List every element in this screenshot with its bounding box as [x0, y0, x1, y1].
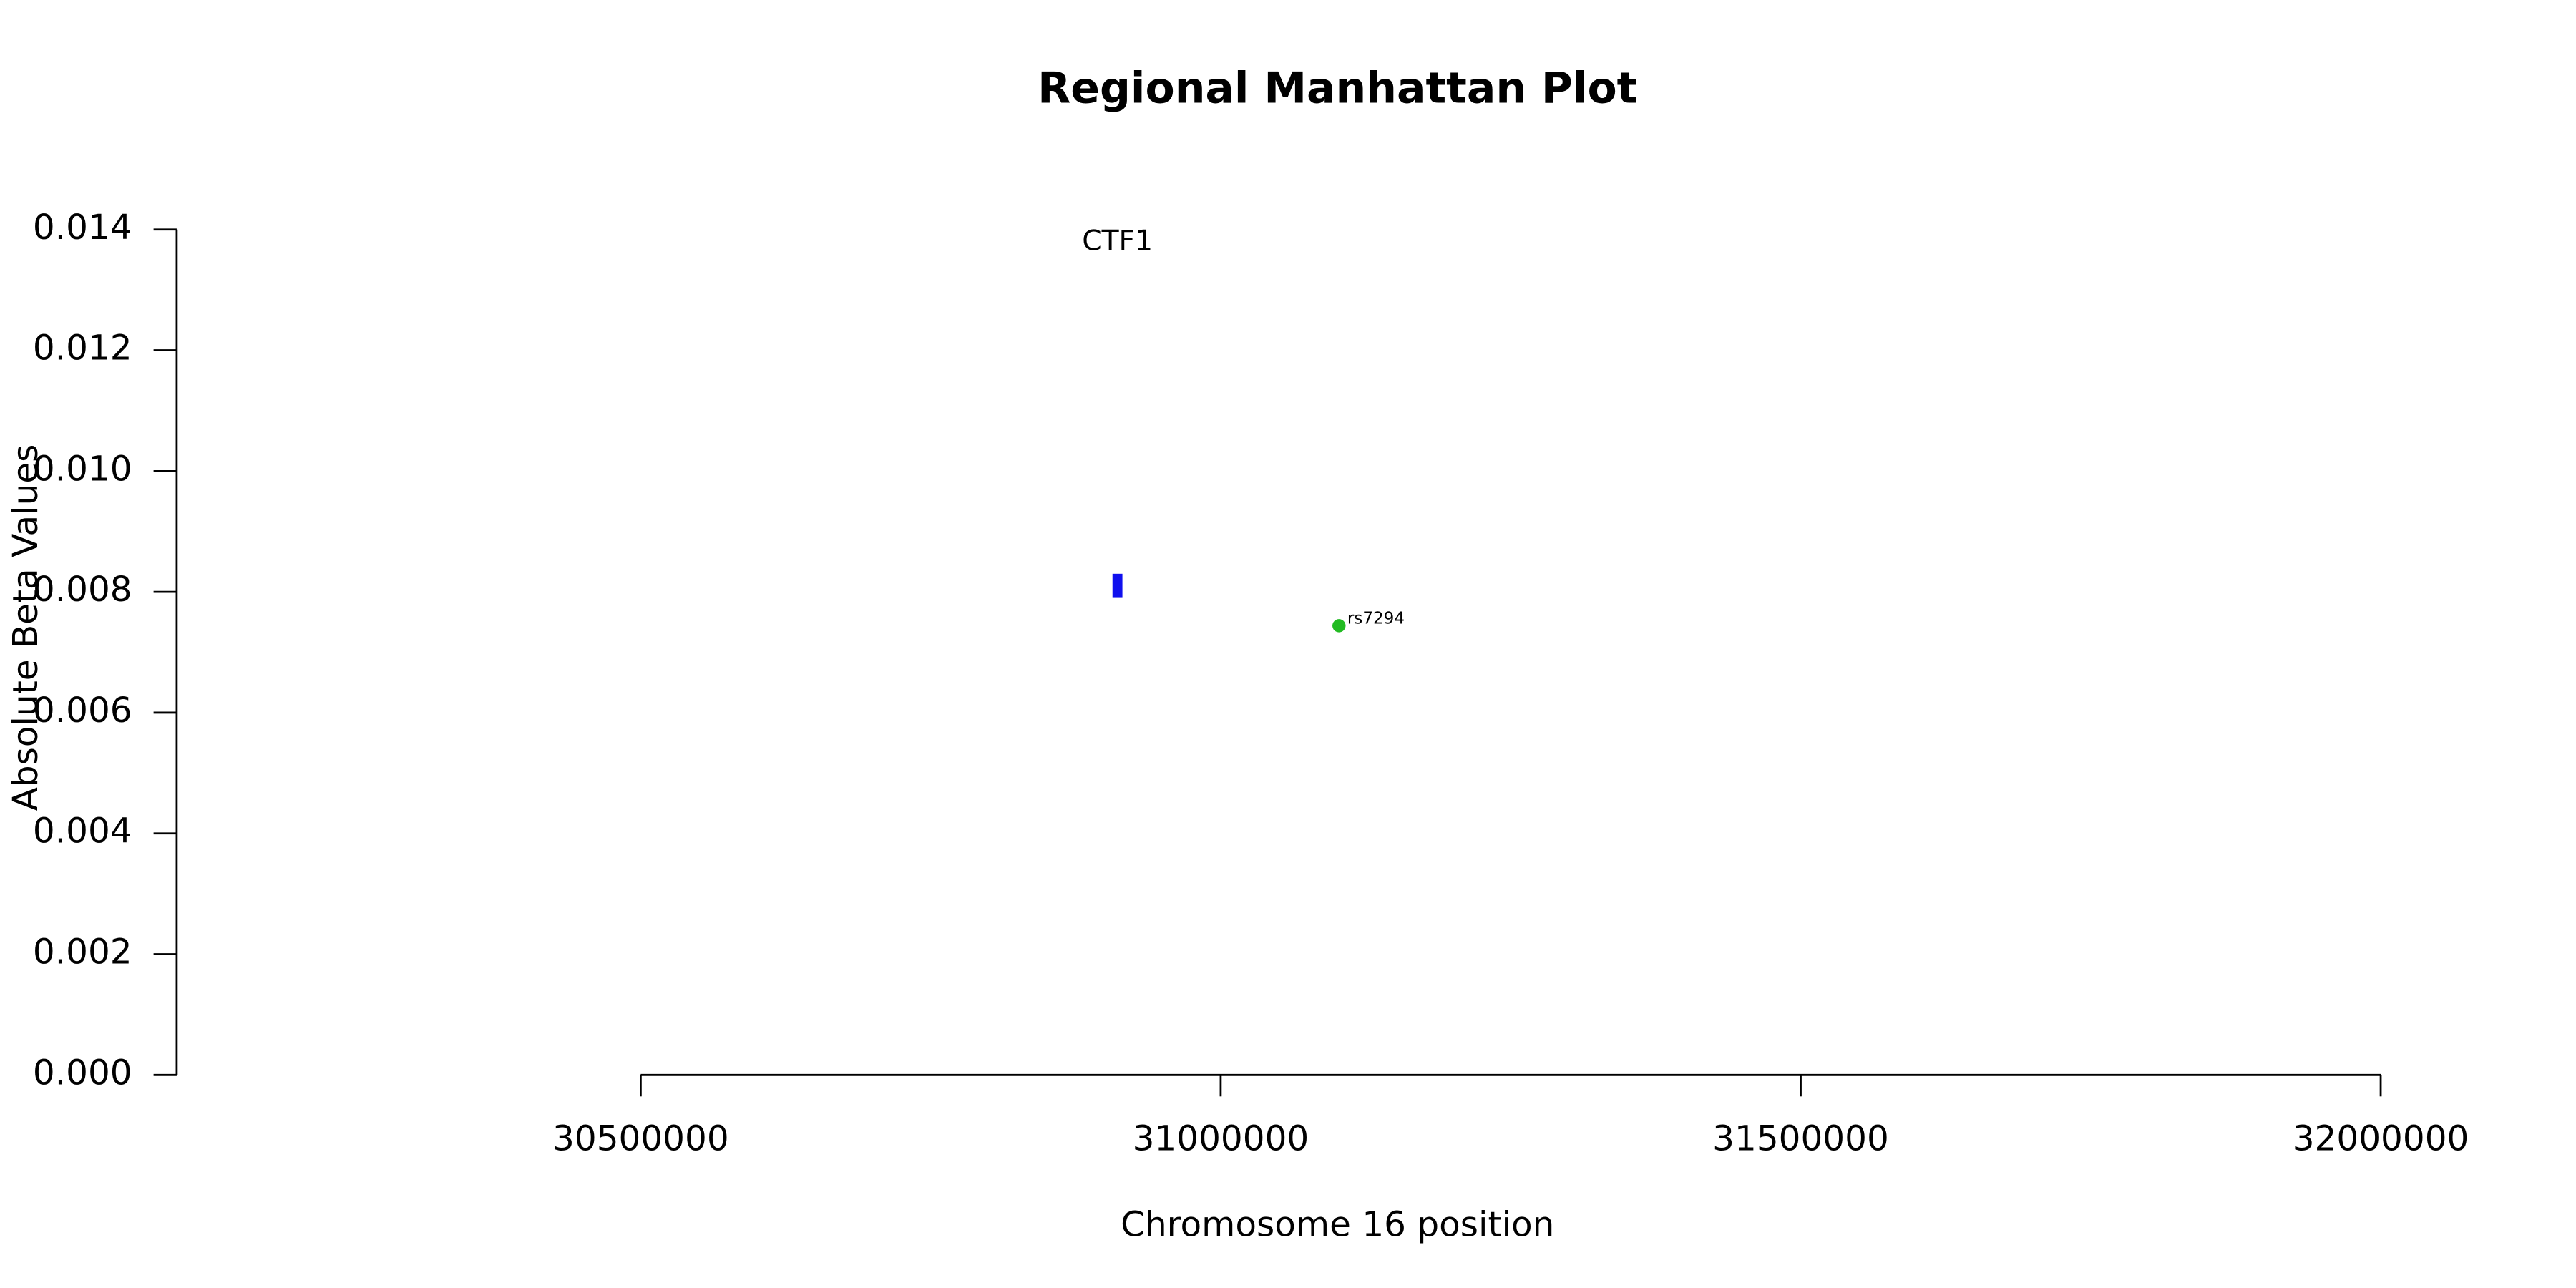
point-label: rs7294 — [1347, 610, 1405, 628]
y-tick-label: 0.012 — [33, 328, 132, 369]
y-tick-label: 0.014 — [33, 208, 132, 248]
gene-bar — [1112, 573, 1123, 598]
y-axis-label: Absolute Beta Values — [6, 444, 46, 811]
chart-title: Regional Manhattan Plot — [1038, 64, 1637, 114]
y-tick-label: 0.004 — [33, 811, 132, 852]
y-tick-label: 0.002 — [33, 932, 132, 972]
data-point — [1332, 619, 1346, 633]
x-tick-label: 31000000 — [1133, 1119, 1309, 1159]
y-tick-label: 0.008 — [33, 570, 132, 610]
x-tick-label: 30500000 — [552, 1119, 729, 1159]
y-tick-label: 0.010 — [33, 449, 132, 489]
gene-label: CTF1 — [1082, 225, 1153, 258]
x-tick-label: 31500000 — [1712, 1119, 1889, 1159]
y-tick-label: 0.000 — [33, 1053, 132, 1093]
y-tick-label: 0.006 — [33, 691, 132, 731]
x-axis-label: Chromosome 16 position — [1121, 1205, 1554, 1245]
x-tick-label: 32000000 — [2293, 1119, 2469, 1159]
